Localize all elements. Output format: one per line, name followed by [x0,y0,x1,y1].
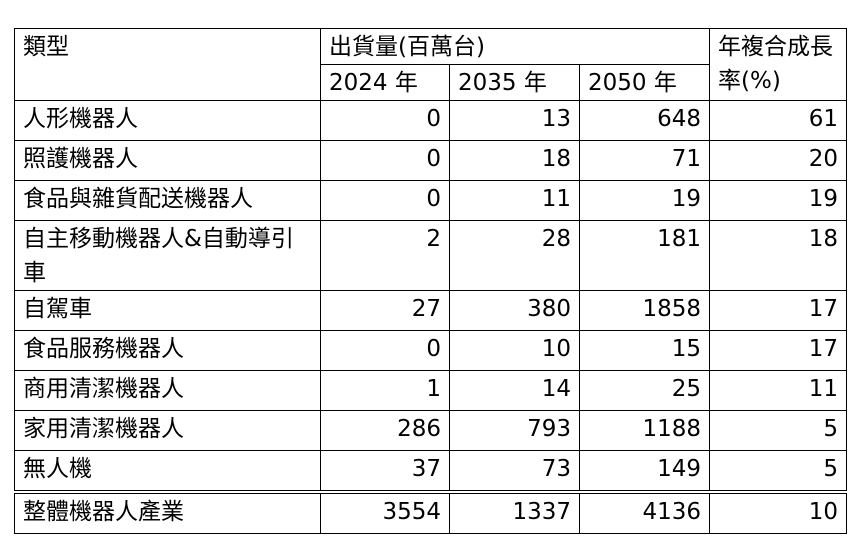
value-cell: 28 [449,220,580,291]
value-cell: 27 [320,290,450,331]
value-cell: 13 [449,100,580,141]
data-table: 類型 出貨量(百萬台) 年複合成長率(%) 2024 年 2035 年 2050… [14,28,847,534]
table-row: 食品服務機器人 0 10 15 17 [14,330,847,371]
value-cell: 17 [709,290,847,331]
value-cell: 1 [320,370,450,411]
value-cell: 19 [579,180,710,221]
value-cell: 10 [449,330,580,371]
value-cell: 10 [709,490,847,534]
row-label: 自駕車 [14,290,321,331]
value-cell: 0 [320,100,450,141]
value-cell: 11 [709,370,847,411]
value-cell: 11 [449,180,580,221]
header-cell: 出貨量(百萬台) [320,28,710,65]
value-cell: 18 [449,140,580,181]
table-row: 自駕車 27 380 1858 17 [14,290,847,331]
value-cell: 37 [320,450,450,493]
table-row: 食品與雜貨配送機器人 0 11 19 19 [14,180,847,221]
value-cell: 149 [579,450,710,493]
table-row: 商用清潔機器人 1 14 25 11 [14,370,847,411]
value-cell: 181 [579,220,710,291]
row-label: 人形機器人 [14,100,321,141]
value-cell: 15 [579,330,710,371]
value-cell: 19 [709,180,847,221]
row-label: 食品與雜貨配送機器人 [14,180,321,221]
value-cell: 3554 [320,490,450,534]
value-cell: 1188 [579,410,710,451]
value-cell: 4136 [579,490,710,534]
header-cell: 2024 年 [320,64,450,101]
value-cell: 2 [320,220,450,291]
header-cell: 年複合成長率(%) [709,28,847,101]
value-cell: 793 [449,410,580,451]
header-cell: 2035 年 [449,64,580,101]
value-cell: 1337 [449,490,580,534]
header-cell: 2050 年 [579,64,710,101]
value-cell: 286 [320,410,450,451]
value-cell: 71 [579,140,710,181]
row-label: 食品服務機器人 [14,330,321,371]
value-cell: 18 [709,220,847,291]
value-cell: 5 [709,410,847,451]
value-cell: 17 [709,330,847,371]
row-label: 照護機器人 [14,140,321,181]
total-row: 整體機器人產業 3554 1337 4136 10 [14,490,847,534]
table-row: 家用清潔機器人 286 793 1188 5 [14,410,847,451]
value-cell: 1858 [579,290,710,331]
value-cell: 73 [449,450,580,493]
value-cell: 380 [449,290,580,331]
value-cell: 20 [709,140,847,181]
value-cell: 0 [320,330,450,371]
row-label: 商用清潔機器人 [14,370,321,411]
row-label: 整體機器人產業 [14,490,321,534]
table-row: 無人機 37 73 149 5 [14,450,847,493]
header-cell: 類型 [14,28,321,101]
table-row: 照護機器人 0 18 71 20 [14,140,847,181]
row-label: 自主移動機器人&自動導引車 [14,220,321,291]
value-cell: 5 [709,450,847,493]
table-body: 類型 出貨量(百萬台) 年複合成長率(%) 2024 年 2035 年 2050… [14,28,847,534]
table-row: 自主移動機器人&自動導引車 2 28 181 18 [14,220,847,291]
header-row: 類型 出貨量(百萬台) 年複合成長率(%) [14,28,847,101]
value-cell: 25 [579,370,710,411]
value-cell: 648 [579,100,710,141]
value-cell: 14 [449,370,580,411]
value-cell: 0 [320,140,450,181]
value-cell: 0 [320,180,450,221]
row-label: 家用清潔機器人 [14,410,321,451]
row-label: 無人機 [14,450,321,493]
header-row: 2024 年 2035 年 2050 年 [15,64,847,101]
value-cell: 61 [709,100,847,141]
table-row: 人形機器人 0 13 648 61 [14,100,847,141]
